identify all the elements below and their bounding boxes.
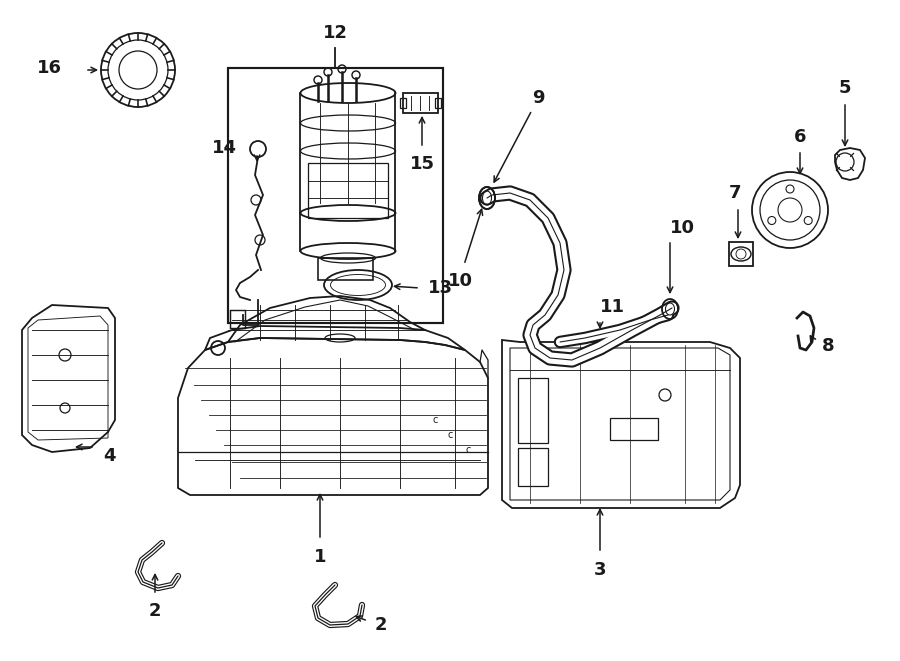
Text: 8: 8	[822, 337, 834, 355]
Text: 11: 11	[600, 298, 625, 316]
Text: 6: 6	[794, 128, 806, 146]
Bar	[308, 163, 388, 218]
Bar	[228, 68, 443, 323]
Text: 5: 5	[839, 79, 851, 97]
Text: 3: 3	[594, 561, 607, 579]
Text: c: c	[465, 445, 471, 455]
Bar	[518, 448, 548, 486]
Text: 2: 2	[148, 602, 161, 620]
Text: 10: 10	[670, 219, 695, 237]
Text: 2: 2	[375, 616, 388, 634]
Bar	[610, 418, 658, 440]
Text: 12: 12	[322, 24, 347, 42]
Text: 15: 15	[410, 155, 435, 173]
Bar	[435, 98, 441, 108]
Bar	[230, 310, 245, 328]
Text: 10: 10	[447, 272, 473, 290]
Text: 1: 1	[314, 548, 326, 566]
Text: c: c	[447, 430, 453, 440]
Text: 13: 13	[428, 279, 453, 297]
Text: 4: 4	[103, 447, 115, 465]
Bar	[729, 242, 753, 266]
Text: c: c	[432, 415, 437, 425]
Text: 14: 14	[212, 139, 237, 157]
Bar	[403, 93, 438, 113]
Bar	[518, 378, 548, 443]
Bar	[400, 98, 406, 108]
Bar	[318, 258, 373, 280]
Text: 16: 16	[37, 59, 62, 77]
Text: 9: 9	[532, 89, 544, 107]
Text: 7: 7	[729, 184, 742, 202]
